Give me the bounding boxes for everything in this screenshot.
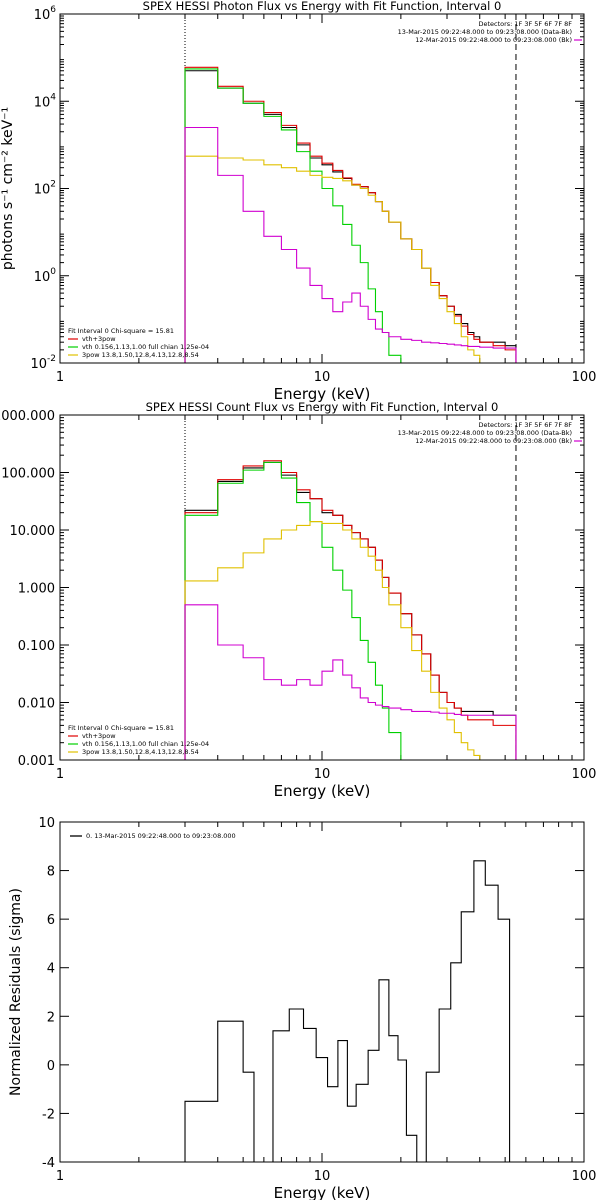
series-data [184,70,517,363]
x-axis-label: Energy (keV) [274,782,371,800]
x-axis: 1 10 100 Energy (keV) [56,822,597,1200]
legend-label: vth 0.156,1.13,1.00 full chian 1.25e-04 [82,740,209,748]
series-residuals [184,860,511,1162]
y-axis-label: Normalized Residuals (sigma) [8,888,24,1096]
x-axis-label: Energy (keV) [274,385,371,403]
y-tick-label: 1.000 [18,582,55,597]
y-tick-label: 4 [47,962,55,977]
legend-bottomleft: Fit Interval 0 Chi-square = 15.81vth+3po… [68,724,209,756]
series-vth [184,68,402,363]
series-data [184,461,517,760]
x-tick-label: 1 [56,1169,64,1184]
y-tick-label: 0 [47,1059,55,1074]
y-axis: -4 -2 0 2 4 6 8 10 Normalized Residuals (sigma) [8,816,584,1171]
series-Bk [184,604,517,760]
x-tick-label: 1 [56,370,64,385]
legend-header: Fit Interval 0 Chi-square = 15.81 [68,327,174,335]
series-group [184,66,517,363]
y-tick-label: -4 [42,1156,55,1171]
y-tick-label: 2 [47,1010,55,1025]
legend-line: Detectors: 1F 3F 5F 6F 7F 8F [478,20,572,28]
y-tick-label: 8 [47,865,55,880]
y-tick-label: 10.000 [10,524,56,539]
series-3pow [184,521,494,760]
legend-label: 3pow 13.8,1.50,12.8,4.13,12.8,8.54 [82,351,199,359]
y-tick-label: 0.001 [18,754,55,769]
legend-line: 13-Mar-2015 09:22:48.000 to 09:23:08.000… [398,429,572,437]
plot-frame [59,821,585,1163]
y-tick-label: 10 [38,816,55,831]
y-axis-label: photons s⁻¹ cm⁻² keV⁻¹ [0,107,16,270]
y-axis: 10-2 100 102 104 106 photons s⁻¹ cm⁻² keV⁻¹ [0,5,584,372]
y-tick-label: 106 [34,5,57,23]
y-axis: 0.001 0.010 0.100 1.000 10.000 100.000 1000.00… [0,409,584,769]
chart-2: SPEX HESSI Count Flux vs Energy with Fit… [0,400,596,800]
chart-1: SPEX HESSI Photon Flux vs Energy with Fi… [0,0,596,403]
legend-line: 12-Mar-2015 09:22:48.000 to 09:23:08.000… [415,437,572,445]
y-tick-label: 0.100 [18,639,55,654]
x-tick-label: 10 [314,767,331,782]
y-tick-label: 0.010 [18,697,55,712]
legend-line: 13-Mar-2015 09:22:48.000 to 09:23:08.000… [398,28,572,36]
y-tick-label: 1000.000 [0,409,55,424]
legend-label: vth 0.156,1.13,1.00 full chian 1.25e-04 [82,343,209,351]
plot-frame [59,13,585,364]
legend-label: vth+3pow [82,335,116,343]
legend-topright: Detectors: 1F 3F 5F 6F 7F 8F13-Mar-2015 … [398,421,582,445]
x-tick-label: 100 [572,370,597,385]
legend-header: Fit Interval 0 Chi-square = 15.81 [68,724,174,732]
x-tick-label: 100 [572,1169,597,1184]
x-axis-label: Energy (keV) [274,1184,371,1200]
legend-line: 12-Mar-2015 09:22:48.000 to 09:23:08.000… [415,36,572,44]
x-tick-label: 10 [314,1169,331,1184]
y-tick-label: 102 [34,180,56,198]
chart-title: SPEX HESSI Count Flux vs Energy with Fit… [146,400,499,414]
chart-title: SPEX HESSI Photon Flux vs Energy with Fi… [143,0,502,13]
plot-frame [59,414,585,761]
y-tick-label: 100 [34,267,57,285]
chart-3: 1 10 100 Energy (keV) -4 -2 0 2 4 6 8 10 Normalized … [8,816,596,1200]
series-vth [184,461,402,760]
legend-bottomleft: Fit Interval 0 Chi-square = 15.81vth+3po… [68,327,209,359]
series-group [184,460,517,760]
legend-topleft: 0. 13-Mar-2015 09:22:48.000 to 09:23:08.… [70,832,236,840]
y-tick-label: -2 [42,1107,55,1122]
series-vth+3pow [184,460,517,760]
series-group [184,860,511,1162]
y-tick-label: 6 [47,913,55,928]
legend-label: 3pow 13.8,1.50,12.8,4.13,12.8,8.54 [82,748,199,756]
y-tick-label: 100.000 [1,467,55,482]
y-tick-label: 104 [34,92,57,110]
series-3pow [184,155,494,363]
series-Bk [184,126,517,363]
legend-label: 0. 13-Mar-2015 09:22:48.000 to 09:23:08.… [86,832,236,840]
x-axis: 1 10 100 Energy (keV) [56,415,597,800]
legend-line: Detectors: 1F 3F 5F 6F 7F 8F [478,421,572,429]
legend-topright: Detectors: 1F 3F 5F 6F 7F 8F13-Mar-2015 … [398,20,582,44]
legend-label: vth+3pow [82,732,116,740]
x-tick-label: 1 [56,767,64,782]
y-tick-label: 10-2 [30,354,56,372]
series-vth+3pow [184,66,517,363]
x-tick-label: 100 [572,767,597,782]
x-tick-label: 10 [314,370,331,385]
x-axis: 1 10 100 Energy (keV) [56,14,597,403]
